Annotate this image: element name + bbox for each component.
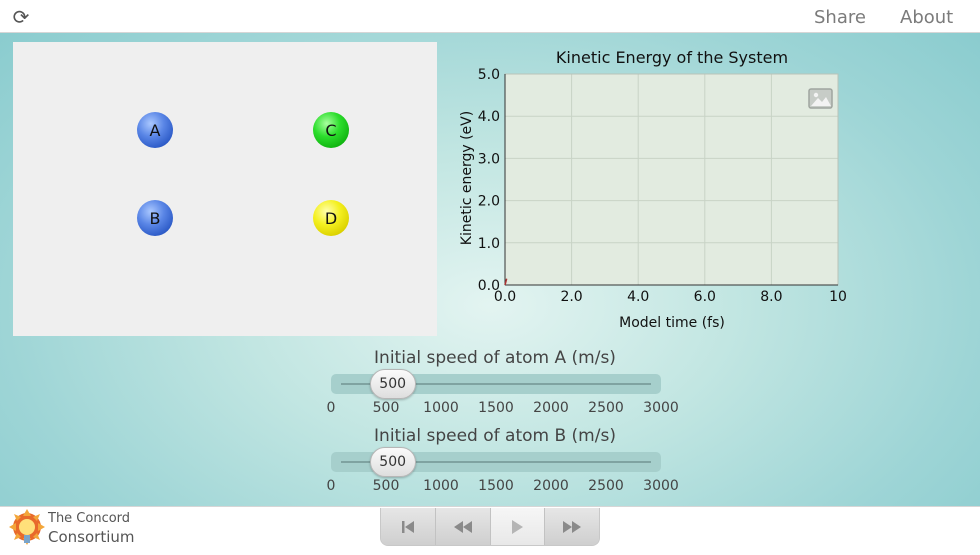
chart-svg: 0.0 2.0 4.0 6.0 8.0 10 0.0 1.0 2.0 3.0 4.0 5.0 <box>478 67 847 305</box>
logo-text-line1: The Concord <box>48 511 131 526</box>
plot-area <box>505 74 838 285</box>
slider-tick-label: 1500 <box>478 478 514 494</box>
atom-d[interactable]: D <box>313 200 349 236</box>
step-back-icon <box>453 520 472 533</box>
y-tick-label: 0.0 <box>478 278 500 294</box>
model-view[interactable]: A B C D <box>13 42 437 336</box>
slider-tick-label: 2000 <box>533 478 569 494</box>
reset-button[interactable] <box>381 508 436 545</box>
kinetic-energy-chart[interactable]: 0.0 2.0 4.0 6.0 8.0 10 0.0 1.0 2.0 3.0 4.0 5.0 <box>440 40 860 340</box>
about-link[interactable]: About <box>900 7 954 28</box>
slider-b-title: Initial speed of atom B (m/s) <box>374 426 616 446</box>
slider-tick-label: 2500 <box>588 400 624 416</box>
slider-tick-label: 2500 <box>588 478 624 494</box>
slider-a-line <box>341 383 651 385</box>
y-tick-label: 2.0 <box>478 194 500 210</box>
slider-tick-label: 3000 <box>643 400 679 416</box>
logo-text-line2: Consortium <box>48 528 135 546</box>
step-forward-button[interactable] <box>545 508 599 545</box>
play-button[interactable] <box>490 508 546 545</box>
play-icon <box>512 519 524 534</box>
y-tick-label: 5.0 <box>478 67 500 83</box>
slider-tick-label: 1000 <box>423 400 459 416</box>
slider-tick-label: 0 <box>326 478 336 494</box>
x-tick-label: 10 <box>829 289 847 305</box>
reset-icon <box>401 520 414 533</box>
x-tick-label: 4.0 <box>627 289 649 305</box>
top-bar: ⟳ Share About <box>0 0 980 33</box>
step-forward-icon <box>563 520 582 533</box>
chart-x-axis-label: Model time (fs) <box>619 315 725 331</box>
y-tick-label: 3.0 <box>478 151 500 167</box>
slider-b-line <box>341 461 651 463</box>
reload-icon[interactable]: ⟳ <box>12 5 30 29</box>
slider-tick-label: 2000 <box>533 400 569 416</box>
series-line <box>504 278 508 286</box>
share-link[interactable]: Share <box>814 7 866 28</box>
slider-tick-label: 1000 <box>423 478 459 494</box>
step-back-button[interactable] <box>435 508 491 545</box>
slider-b-handle[interactable]: 500 <box>369 447 416 477</box>
atom-b[interactable]: B <box>137 200 173 236</box>
x-tick-label: 2.0 <box>560 289 582 305</box>
slider-a-handle[interactable]: 500 <box>369 369 416 399</box>
slider-tick-label: 3000 <box>643 478 679 494</box>
x-tick-label: 6.0 <box>694 289 716 305</box>
x-tick-label: 0.0 <box>494 289 516 305</box>
concord-logo-icon[interactable] <box>8 508 48 550</box>
playback-controls <box>380 508 600 546</box>
slider-tick-label: 500 <box>372 400 400 416</box>
atom-c[interactable]: C <box>313 112 349 148</box>
image-snapshot-icon[interactable] <box>808 88 833 109</box>
y-tick-label: 1.0 <box>478 236 500 252</box>
atom-a[interactable]: A <box>137 112 173 148</box>
chart-title: Kinetic Energy of the System <box>555 48 789 67</box>
slider-tick-label: 500 <box>372 478 400 494</box>
slider-a-title: Initial speed of atom A (m/s) <box>374 348 616 368</box>
x-tick-label: 8.0 <box>760 289 782 305</box>
y-tick-label: 4.0 <box>478 109 500 125</box>
slider-tick-label: 0 <box>326 400 336 416</box>
slider-tick-label: 1500 <box>478 400 514 416</box>
